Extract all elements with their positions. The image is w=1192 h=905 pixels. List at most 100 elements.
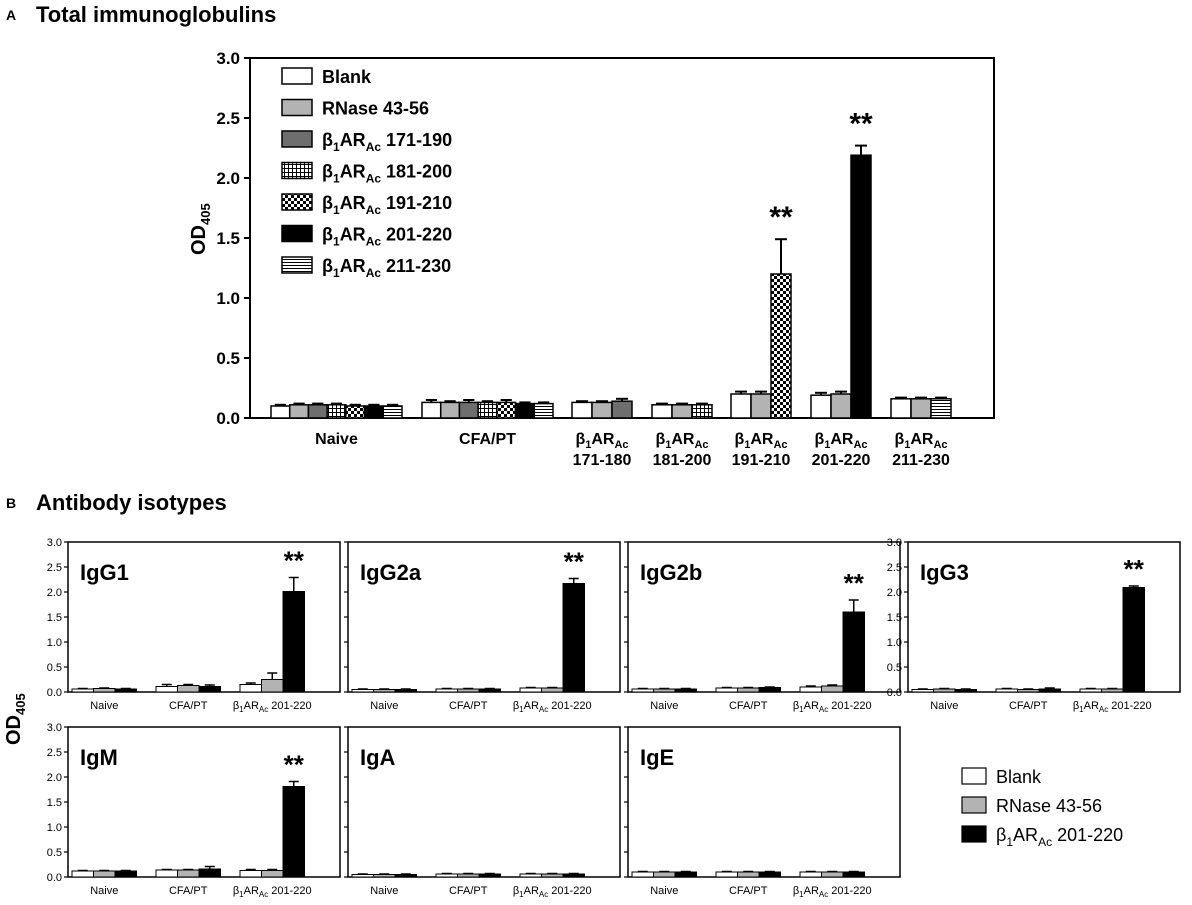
isotype-bar (541, 687, 564, 693)
isotype-bar (1038, 688, 1061, 693)
isotype-y-tick-label: 1.0 (887, 637, 902, 649)
panel-a-bar (671, 404, 693, 419)
isotype-y-tick-label: 3.0 (47, 537, 62, 549)
panel-b-title: Antibody isotypes (36, 490, 227, 515)
panel-a-legend-swatch (281, 130, 313, 148)
panel-a-legend-label: β1ARAc 201-220 (322, 225, 452, 249)
isotype-y-tick-label: 2.0 (47, 587, 62, 599)
isotype-bar (282, 786, 305, 878)
panel-a-x-tick-label: β1ARAc (575, 431, 628, 451)
panel-a-x-tick-label: β1ARAc (814, 431, 867, 451)
isotype-bar (541, 873, 564, 878)
isotype-bar (1122, 587, 1145, 693)
panel-b-y-axis-label-main: OD (3, 715, 25, 745)
isotype-bar (1017, 689, 1040, 693)
isotype-panel-title: IgE (640, 745, 674, 770)
isotype-panel-ige: IgE Naive CFA/PT β1ARAc 201-220 (624, 726, 901, 899)
panel-a-bar (770, 273, 792, 419)
isotype-bar (653, 871, 676, 878)
isotype-panel-title: IgG3 (920, 560, 969, 585)
panel-a-bar (363, 405, 385, 419)
isotype-bar (799, 686, 822, 693)
panel-b-charts: 0.0 0.5 1.0 1.5 2.0 2.5 3.0 IgG1 Naive CFA/PT ** β1… (47, 537, 1181, 899)
isotype-panel-igg3: 0.0 0.5 1.0 1.5 2.0 2.5 3.0 IgG3 Naive CFA/PT ** β1… (887, 537, 1181, 714)
isotype-bar (933, 688, 956, 693)
isotype-x-tick-label: Naive (370, 885, 398, 897)
isotype-panel-title: IgG2a (360, 560, 422, 585)
isotype-bar (478, 873, 501, 878)
isotype-y-tick-label: 1.0 (47, 822, 62, 834)
panel-a-x-tick-label: β1ARAc (734, 431, 787, 451)
panel-a-x-tick-label: Naive (315, 431, 358, 448)
isotype-bar (261, 870, 284, 878)
panel-a-legend-label: RNase 43-56 (322, 99, 429, 119)
panel-a-bar (591, 401, 613, 419)
panel-a-significance: ** (769, 201, 793, 234)
isotype-x-tick-label: β1ARAc 201-220 (793, 885, 872, 899)
isotype-y-tick-label: 1.5 (887, 612, 902, 624)
panel-a-bar (571, 401, 593, 419)
panel-a-bar (750, 393, 772, 419)
isotype-bar (715, 687, 738, 693)
isotype-y-tick-label: 2.5 (47, 747, 62, 759)
isotype-bar (114, 870, 137, 878)
isotype-x-tick-label: β1ARAc 201-220 (1073, 700, 1152, 714)
isotype-bar (799, 871, 822, 878)
isotype-bar (842, 611, 865, 693)
isotype-bar (519, 687, 542, 693)
panel-a-letter: A (6, 7, 16, 23)
panel-a-bar (850, 154, 872, 419)
panel-b-y-axis-label: OD405 (3, 693, 28, 745)
isotype-bar (351, 689, 374, 693)
isotype-x-tick-label: Naive (90, 885, 118, 897)
isotype-panel-igm: 0.0 0.5 1.0 1.5 2.0 2.5 3.0 IgM Naive CFA/PT ** β1A… (47, 722, 341, 899)
isotype-bar (282, 591, 305, 693)
panel-a-bar (533, 402, 554, 419)
panel-a-legend-swatch (281, 256, 313, 274)
isotype-panel-title: IgM (80, 745, 118, 770)
panel-b-legend-label: β1ARAc 201-220 (996, 825, 1123, 849)
panel-a-chart: 0.0 0.5 1.0 1.5 2.0 2.5 3.0 Blank RNase 43-56 β1A… (216, 49, 995, 469)
isotype-y-tick-label: 0.0 (47, 687, 62, 699)
panel-a-y-tick-label: 0.5 (216, 349, 240, 368)
panel-b-legend-swatch (961, 767, 987, 785)
isotype-x-tick-label: CFA/PT (169, 700, 208, 712)
isotype-bar (1079, 688, 1102, 693)
isotype-bar (351, 874, 374, 878)
isotype-panel-igg1: 0.0 0.5 1.0 1.5 2.0 2.5 3.0 IgG1 Naive CFA/PT ** β1… (47, 537, 341, 714)
panel-a-bar (691, 404, 713, 419)
panel-b-legend: Blank RNase 43-56 β1ARAc 201-220 (961, 767, 1123, 849)
panel-b-legend-swatch (961, 796, 987, 814)
isotype-bar (821, 685, 844, 693)
isotype-bar (631, 688, 654, 693)
panel-a-legend-label: Blank (322, 67, 372, 87)
isotype-x-tick-label: β1ARAc 201-220 (513, 700, 592, 714)
isotype-bar (155, 686, 178, 693)
panel-a-bar (458, 401, 479, 419)
isotype-y-tick-label: 0.0 (887, 687, 902, 699)
isotype-bar (478, 688, 501, 693)
panel-a-legend-label: β1ARAc 211-230 (322, 256, 451, 280)
isotype-x-tick-label: Naive (370, 700, 398, 712)
panel-b-y-axis-label-sub: 405 (13, 693, 28, 715)
isotype-y-tick-label: 3.0 (47, 722, 62, 734)
isotype-bar (631, 871, 654, 878)
panel-a-bar (382, 405, 403, 419)
panel-a-legend-label: β1ARAc 171-190 (322, 130, 452, 154)
isotype-bar (394, 689, 417, 693)
isotype-x-tick-label: CFA/PT (449, 700, 488, 712)
isotype-x-tick-label: Naive (930, 700, 958, 712)
isotype-y-tick-label: 0.5 (47, 847, 62, 859)
isotype-bar (239, 684, 262, 693)
isotype-bar (114, 688, 137, 693)
isotype-bar (71, 688, 94, 693)
isotype-bar (457, 873, 480, 878)
isotype-y-tick-label: 2.0 (47, 772, 62, 784)
panel-b-legend-label: Blank (996, 767, 1042, 787)
panel-a-bar (810, 394, 832, 419)
isotype-bar (435, 873, 458, 878)
isotype-x-tick-label: β1ARAc 201-220 (513, 885, 592, 899)
panel-a-x-tick-label: CFA/PT (459, 431, 516, 448)
panel-a-legend-swatch (281, 67, 313, 85)
isotype-bar (562, 583, 585, 693)
